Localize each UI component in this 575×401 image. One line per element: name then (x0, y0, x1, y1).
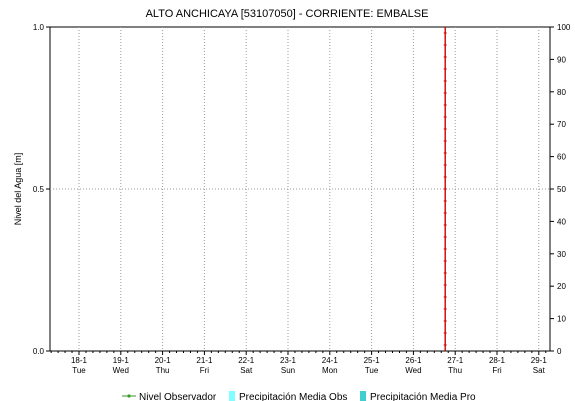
y2-tick-label: 40 (557, 217, 566, 226)
x-tick-day: Sat (533, 366, 546, 375)
legend-swatch-pro (360, 391, 366, 401)
x-tick-day: Sun (281, 366, 295, 375)
y-tick-label: 0.0 (33, 347, 45, 356)
y2-tick-label: 70 (557, 120, 566, 129)
x-tick-date: 19-1 (113, 356, 130, 365)
x-tick-day: Thu (448, 366, 462, 375)
legend: Nivel Observador Precipitación Media Obs P… (122, 391, 476, 401)
x-tick-date: 24-1 (322, 356, 339, 365)
x-tick-day: Wed (405, 366, 421, 375)
x-tick-day: Fri (200, 366, 210, 375)
y2-tick-label: 10 (557, 315, 566, 324)
x-tick-date: 28-1 (489, 356, 506, 365)
x-tick-date: 26-1 (405, 356, 422, 365)
grid (50, 27, 550, 351)
y-axis-label: Nivel del Agua [m] (13, 153, 23, 226)
y2-tick-label: 50 (557, 185, 566, 194)
x-tick-date: 25-1 (364, 356, 381, 365)
y2-tick-label: 90 (557, 55, 566, 64)
y-tick-label: 1.0 (33, 23, 45, 32)
legend-point-swatch (127, 394, 131, 398)
y2-tick-label: 60 (557, 153, 566, 162)
current-time-layer (443, 27, 447, 351)
y2-tick-label: 100 (557, 23, 571, 32)
x-tick-day: Thu (156, 366, 170, 375)
x-tick-day: Tue (365, 366, 379, 375)
y2-tick-label: 30 (557, 250, 566, 259)
legend-label-pro: Precipitación Media Pro (370, 392, 476, 401)
y2-tick-label: 80 (557, 88, 566, 97)
x-tick-day: Tue (72, 366, 86, 375)
legend-label-obs: Precipitación Media Obs (239, 392, 347, 401)
y2-tick-label: 20 (557, 282, 566, 291)
legend-label-nivel: Nivel Observador (139, 392, 217, 401)
x-tick-date: 18-1 (71, 356, 88, 365)
x-tick-day: Fri (492, 366, 502, 375)
x-tick-date: 20-1 (155, 356, 172, 365)
x-tick-day: Mon (322, 366, 338, 375)
x-tick-date: 27-1 (447, 356, 464, 365)
y-tick-label: 0.5 (33, 185, 45, 194)
x-tick-day: Wed (113, 366, 129, 375)
x-tick-date: 21-1 (196, 356, 213, 365)
x-tick-date: 23-1 (280, 356, 297, 365)
x-tick-day: Sat (240, 366, 253, 375)
x-tick-date: 29-1 (531, 356, 548, 365)
x-tick-date: 22-1 (238, 356, 255, 365)
y2-tick-label: 0 (557, 347, 562, 356)
legend-swatch-obs (229, 391, 235, 401)
axis-ticks: 0.00.51.0010203040506070809010018-1Tue19… (33, 23, 571, 375)
chart-title: ALTO ANCHICAYA [53107050] - CORRIENTE: E… (146, 8, 429, 20)
